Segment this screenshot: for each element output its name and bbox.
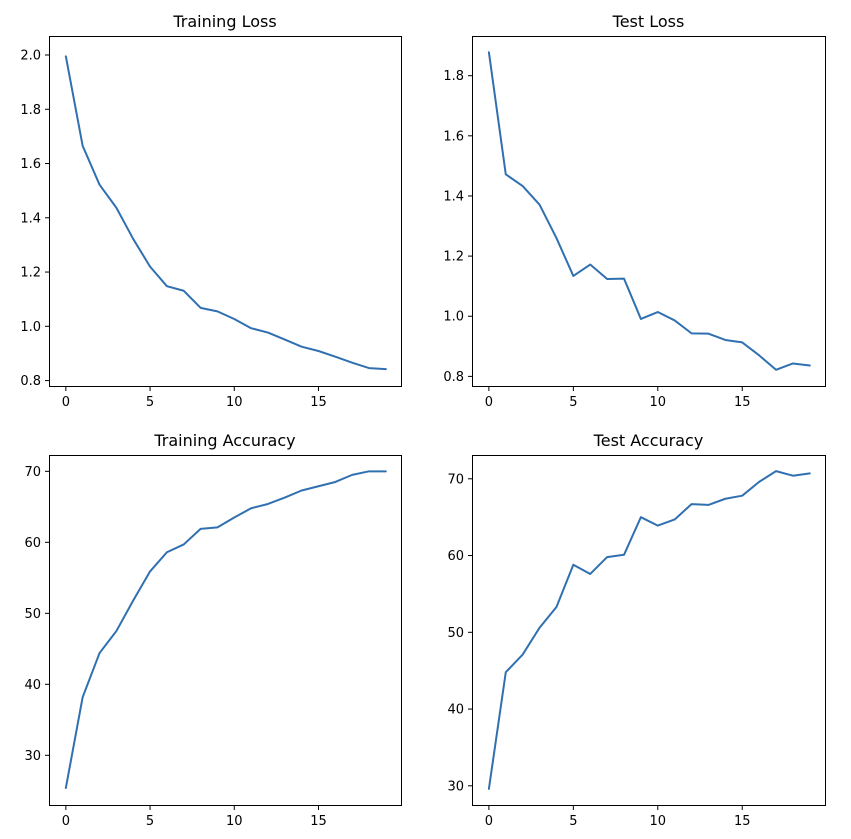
test-accuracy-y-tick-label: 60 [447, 549, 464, 564]
test-accuracy-title: Test Accuracy [593, 431, 704, 450]
chart-training-accuracy: Training Accuracy 0 5 10 15 30 40 50 60 70 [24, 431, 402, 829]
test-loss-x-tick-label: 5 [569, 395, 577, 410]
training-accuracy-title: Training Accuracy [153, 431, 295, 450]
training-loss-y-tick-label: 2.0 [20, 48, 41, 63]
training-loss-y-tick-label: 1.6 [20, 157, 41, 172]
training-loss-y-tick-label: 1.2 [20, 266, 41, 281]
test-accuracy-x-tick-label: 10 [650, 814, 667, 829]
chart-test-loss: Test Loss 0 5 10 15 0.8 1.0 1.2 1.4 1.6 1.8 [443, 12, 826, 410]
training-loss-title: Training Loss [172, 12, 276, 31]
training-loss-y-tick-label: 1.0 [20, 320, 41, 335]
training-loss-x-tick-label: 10 [226, 395, 243, 410]
training-loss-x-tick-label: 0 [62, 395, 70, 410]
training-accuracy-x-tick-label: 10 [226, 814, 243, 829]
training-loss-x-tick-label: 5 [146, 395, 154, 410]
chart-test-accuracy: Test Accuracy 0 5 10 15 30 40 50 60 70 [447, 431, 826, 829]
training-accuracy-y-tick-label: 50 [24, 607, 41, 622]
training-loss-axes-frame [49, 36, 402, 387]
training-accuracy-x-tick-label: 5 [146, 814, 154, 829]
training-loss-y-tick-label: 1.8 [20, 103, 41, 118]
test-accuracy-series-line [487, 470, 811, 790]
training-loss-y-tick-label: 1.4 [20, 211, 41, 226]
test-accuracy-y-tick-label: 70 [447, 472, 464, 487]
test-accuracy-x-tick-label: 15 [734, 814, 751, 829]
test-accuracy-axes-frame [472, 455, 826, 806]
training-accuracy-series-line [64, 470, 387, 789]
test-loss-axes-frame [472, 36, 826, 387]
training-loss-series-line [64, 55, 387, 371]
training-accuracy-y-tick-label: 70 [24, 465, 41, 480]
test-loss-series-line [487, 51, 811, 371]
test-accuracy-x-tick-label: 5 [569, 814, 577, 829]
training-accuracy-axes-frame [49, 455, 402, 806]
test-loss-y-tick-label: 0.8 [443, 370, 464, 385]
test-loss-x-tick-label: 15 [734, 395, 751, 410]
test-loss-y-tick-label: 1.0 [443, 310, 464, 325]
test-accuracy-y-tick-label: 30 [447, 779, 464, 794]
test-accuracy-y-tick-label: 50 [447, 626, 464, 641]
test-loss-y-tick-label: 1.4 [443, 189, 464, 204]
training-loss-y-tick-label: 0.8 [20, 374, 41, 389]
chart-training-loss: Training Loss 0 5 10 15 0.8 1.0 1.2 1.4 1.6 1.8 2.0 [20, 12, 402, 410]
test-accuracy-y-tick-label: 40 [447, 703, 464, 718]
training-accuracy-x-tick-label: 15 [310, 814, 327, 829]
training-accuracy-y-tick-label: 60 [24, 536, 41, 551]
test-loss-y-tick-label: 1.6 [443, 129, 464, 144]
test-loss-x-tick-label: 0 [485, 395, 493, 410]
test-loss-y-tick-label: 1.2 [443, 250, 464, 265]
test-loss-title: Test Loss [612, 12, 685, 31]
training-accuracy-y-tick-label: 40 [24, 678, 41, 693]
test-accuracy-x-tick-label: 0 [485, 814, 493, 829]
training-accuracy-x-tick-label: 0 [62, 814, 70, 829]
test-loss-x-tick-label: 10 [650, 395, 667, 410]
test-loss-y-tick-label: 1.8 [443, 69, 464, 84]
training-loss-x-tick-label: 15 [310, 395, 327, 410]
training-accuracy-y-tick-label: 30 [24, 749, 41, 764]
